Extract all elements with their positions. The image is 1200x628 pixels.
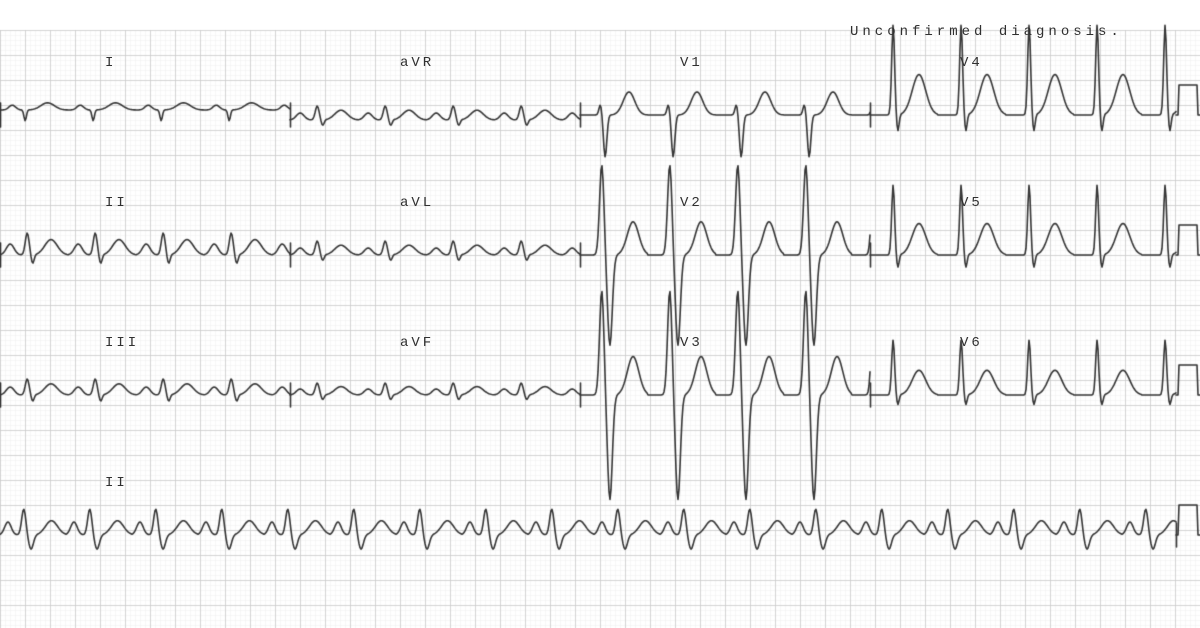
lead-label-iii: III <box>105 335 139 351</box>
lead-label-ii: II <box>105 195 128 211</box>
lead-label-i: I <box>105 55 116 71</box>
unconfirmed-diagnosis-text: Unconfirmed diagnosis. <box>850 24 1123 40</box>
lead-label-avf: aVF <box>400 335 434 351</box>
ecg-trace-canvas <box>0 0 1200 628</box>
lead-label-v3: V3 <box>680 335 703 351</box>
lead-label-v1: V1 <box>680 55 703 71</box>
lead-label-v2: V2 <box>680 195 703 211</box>
lead-label-avl: aVL <box>400 195 434 211</box>
lead-label-v5: V5 <box>960 195 983 211</box>
lead-label-ii: II <box>105 475 128 491</box>
ecg-strip: IIIIIIIIaVRaVLaVFV1V2V3V4V5V6 Unconfirme… <box>0 0 1200 628</box>
lead-label-v6: V6 <box>960 335 983 351</box>
lead-label-v4: V4 <box>960 55 983 71</box>
lead-label-avr: aVR <box>400 55 434 71</box>
